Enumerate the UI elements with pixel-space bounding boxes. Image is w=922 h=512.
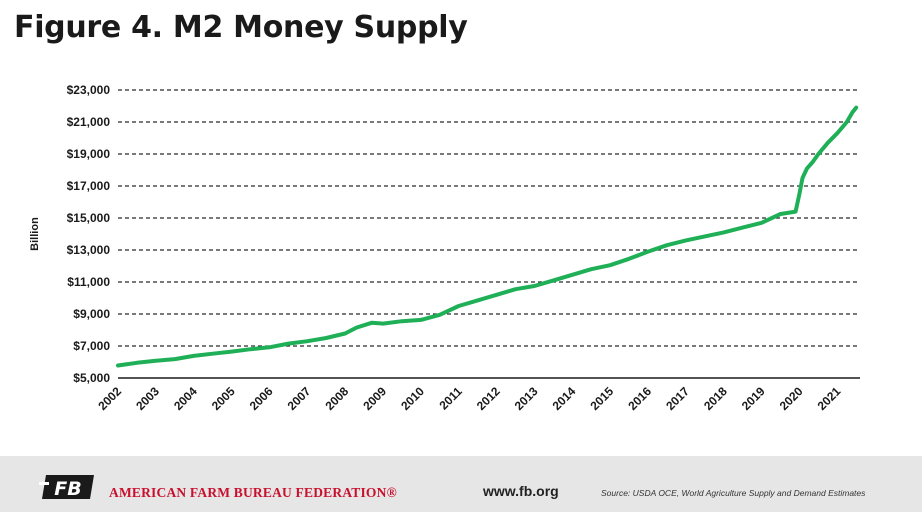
y-tick-label: $23,000: [67, 83, 111, 97]
y-tick-label: $7,000: [73, 339, 110, 353]
y-tick-labels: $5,000 $7,000 $9,000 $11,000 $13,000 $15,000 $…: [67, 83, 111, 385]
x-tick-label: 2017: [663, 384, 692, 413]
x-tick-label: 2019: [739, 384, 768, 413]
x-tick-label: 2014: [550, 384, 579, 413]
x-tick-label: 2018: [701, 384, 730, 413]
y-tick-label: $19,000: [67, 147, 111, 161]
y-tick-label: $17,000: [67, 179, 111, 193]
website-link[interactable]: www.fb.org: [483, 483, 559, 499]
fb-logo: FB: [39, 475, 94, 500]
x-tick-label: 2005: [209, 384, 238, 413]
source-note: Source: USDA OCE, World Agriculture Supp…: [601, 488, 866, 498]
x-tick-label: 2007: [285, 384, 314, 413]
chart-title: Figure 4. M2 Money Supply: [14, 10, 468, 45]
x-tick-label: 2021: [815, 384, 844, 413]
y-tick-label: $9,000: [73, 307, 110, 321]
y-tick-label: $5,000: [73, 371, 110, 385]
y-axis-title: Billion: [29, 217, 41, 251]
chart: $5,000 $7,000 $9,000 $11,000 $13,000 $15,000 $…: [29, 83, 860, 413]
x-tick-label: 2020: [777, 384, 806, 413]
gridlines: [118, 89, 860, 347]
x-tick-labels: 2002 2003 2004 2005 2006 2007 2008 2009 2010 2011…: [95, 384, 843, 413]
x-tick-label: 2016: [625, 384, 654, 413]
x-tick-label: 2006: [247, 384, 276, 413]
svg-text:FB: FB: [54, 478, 81, 500]
x-tick-label: 2003: [133, 384, 162, 413]
x-tick-label: 2002: [95, 384, 124, 413]
footer: FB AMERICAN FARM BUREAU FEDERATION® www.…: [0, 456, 922, 512]
x-tick-label: 2010: [398, 384, 427, 413]
x-tick-label: 2015: [587, 384, 616, 413]
x-tick-label: 2012: [474, 384, 503, 413]
x-tick-label: 2004: [171, 384, 200, 413]
y-tick-label: $15,000: [67, 211, 111, 225]
y-tick-label: $11,000: [67, 275, 110, 289]
y-tick-label: $21,000: [67, 115, 111, 129]
x-tick-label: 2009: [360, 384, 389, 413]
org-name: AMERICAN FARM BUREAU FEDERATION®: [109, 485, 397, 500]
x-tick-label: 2013: [512, 384, 541, 413]
x-tick-label: 2011: [437, 384, 466, 413]
y-tick-label: $13,000: [67, 243, 111, 257]
x-tick-label: 2008: [322, 384, 351, 413]
series-line: [116, 105, 859, 368]
